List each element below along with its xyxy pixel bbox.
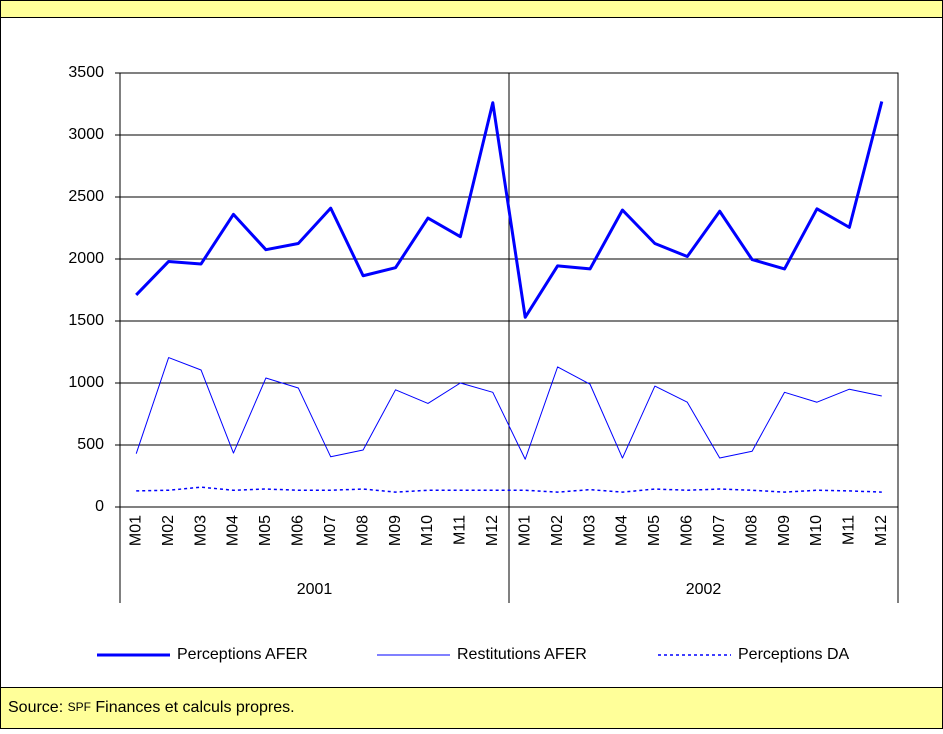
x-tick-label: M07 xyxy=(711,515,728,546)
y-tick-label: 0 xyxy=(95,498,104,515)
series-line xyxy=(135,357,882,460)
x-tick-label: M09 xyxy=(776,515,793,546)
x-tick-label: M10 xyxy=(419,515,436,546)
y-tick-label: 500 xyxy=(77,436,104,453)
x-tick-label: M11 xyxy=(452,515,469,545)
x-tick-label: M10 xyxy=(808,515,825,546)
x-tick-label: M11 xyxy=(841,515,858,545)
x-tick-label: M06 xyxy=(679,515,696,546)
x-tick-label: M07 xyxy=(322,515,339,546)
legend-label: Restitutions AFER xyxy=(457,646,587,663)
legend-label: Perceptions DA xyxy=(738,646,849,663)
y-tick-label: 3000 xyxy=(68,126,104,143)
header-band xyxy=(0,0,943,18)
source-label: Source: xyxy=(8,699,63,716)
y-tick-label: 2000 xyxy=(68,250,104,267)
chart-panel xyxy=(0,17,943,688)
plot: 0 500 1000 1500 2000 2500 3000 3500 M01 M02 M03 M04… xyxy=(68,64,899,663)
footer-band xyxy=(0,687,943,729)
series-line xyxy=(135,101,884,319)
x-tick-label: M02 xyxy=(549,515,566,546)
x-tick-label: M05 xyxy=(257,515,274,546)
legend-label: Perceptions AFER xyxy=(177,646,308,663)
x-tick-label: M09 xyxy=(387,515,404,546)
x-tick-label: M03 xyxy=(192,515,209,546)
y-tick-label: 1500 xyxy=(68,312,104,329)
source-text: Finances et calculs propres. xyxy=(95,699,294,716)
x-tick-label: M01 xyxy=(127,515,144,546)
y-tick-label: 3500 xyxy=(68,64,104,81)
source-note: Source: SPF Finances et calculs propres. xyxy=(8,699,295,716)
x-tick-label: M01 xyxy=(516,515,533,546)
x-tick-label: M08 xyxy=(354,515,371,546)
x-tick-label: M08 xyxy=(743,515,760,546)
x-tick-label: M12 xyxy=(484,515,501,546)
x-tick-label: M03 xyxy=(581,515,598,546)
y-tick-label: 2500 xyxy=(68,188,104,205)
x-tick-label: M04 xyxy=(614,515,631,546)
x-tick-label: M05 xyxy=(646,515,663,546)
source-abbr: SPF xyxy=(68,700,91,714)
group-label: 2002 xyxy=(686,581,722,598)
x-tick-label: M02 xyxy=(160,515,177,546)
x-tick-label: M12 xyxy=(873,515,890,546)
x-tick-label: M06 xyxy=(290,515,307,546)
group-label: 2001 xyxy=(297,581,333,598)
y-tick-label: 1000 xyxy=(68,374,104,391)
x-tick-label: M04 xyxy=(225,515,242,546)
series-line xyxy=(136,486,882,493)
